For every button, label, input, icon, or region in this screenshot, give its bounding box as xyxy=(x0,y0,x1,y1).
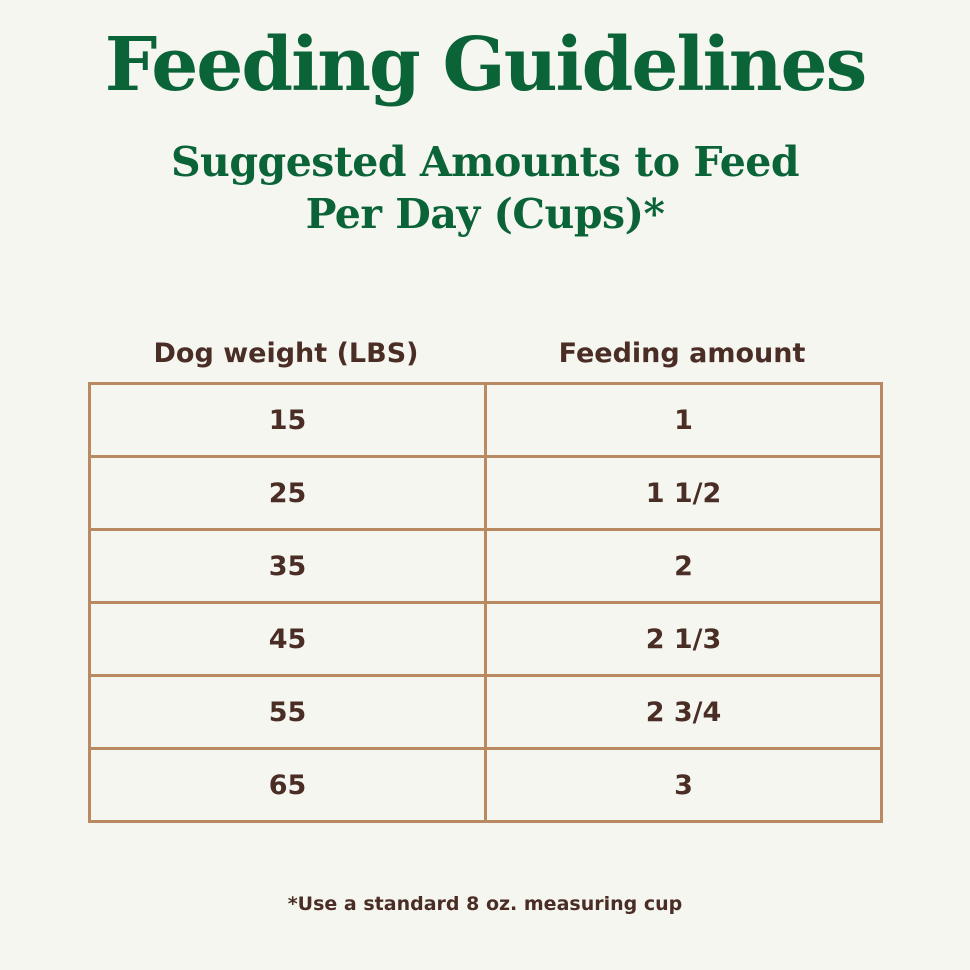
table-row: 45 2 1/3 xyxy=(88,601,883,677)
column-header-dog-weight: Dog weight (LBS) xyxy=(153,338,419,369)
page-subtitle: Suggested Amounts to Feed Per Day (Cups)… xyxy=(0,136,970,240)
dog-weight-cell: 25 xyxy=(88,455,487,531)
footnote: *Use a standard 8 oz. measuring cup xyxy=(287,893,683,915)
subtitle-line-1: Suggested Amounts to Feed xyxy=(170,138,800,186)
dog-weight-cell: 55 xyxy=(88,674,487,750)
feeding-amount-cell: 2 1/3 xyxy=(484,601,883,677)
dog-weight-cell: 65 xyxy=(88,747,487,823)
table-row: 35 2 xyxy=(88,528,883,604)
table-row: 65 3 xyxy=(88,747,883,823)
dog-weight-cell: 15 xyxy=(88,382,487,458)
feeding-table: 15 1 25 1 1/2 35 2 45 2 1/3 55 2 3/4 65 … xyxy=(88,382,883,823)
page-title: Feeding Guidelines xyxy=(104,22,868,108)
table-row: 55 2 3/4 xyxy=(88,674,883,750)
column-header-feeding-amount: Feeding amount xyxy=(558,338,806,369)
feeding-amount-cell: 2 xyxy=(484,528,883,604)
feeding-amount-cell: 1 xyxy=(484,382,883,458)
feeding-amount-cell: 1 1/2 xyxy=(484,455,883,531)
table-row: 25 1 1/2 xyxy=(88,455,883,531)
feeding-amount-cell: 2 3/4 xyxy=(484,674,883,750)
dog-weight-cell: 35 xyxy=(88,528,487,604)
feeding-amount-cell: 3 xyxy=(484,747,883,823)
subtitle-line-2: Per Day (Cups)* xyxy=(305,190,665,238)
table-row: 15 1 xyxy=(88,382,883,458)
dog-weight-cell: 45 xyxy=(88,601,487,677)
